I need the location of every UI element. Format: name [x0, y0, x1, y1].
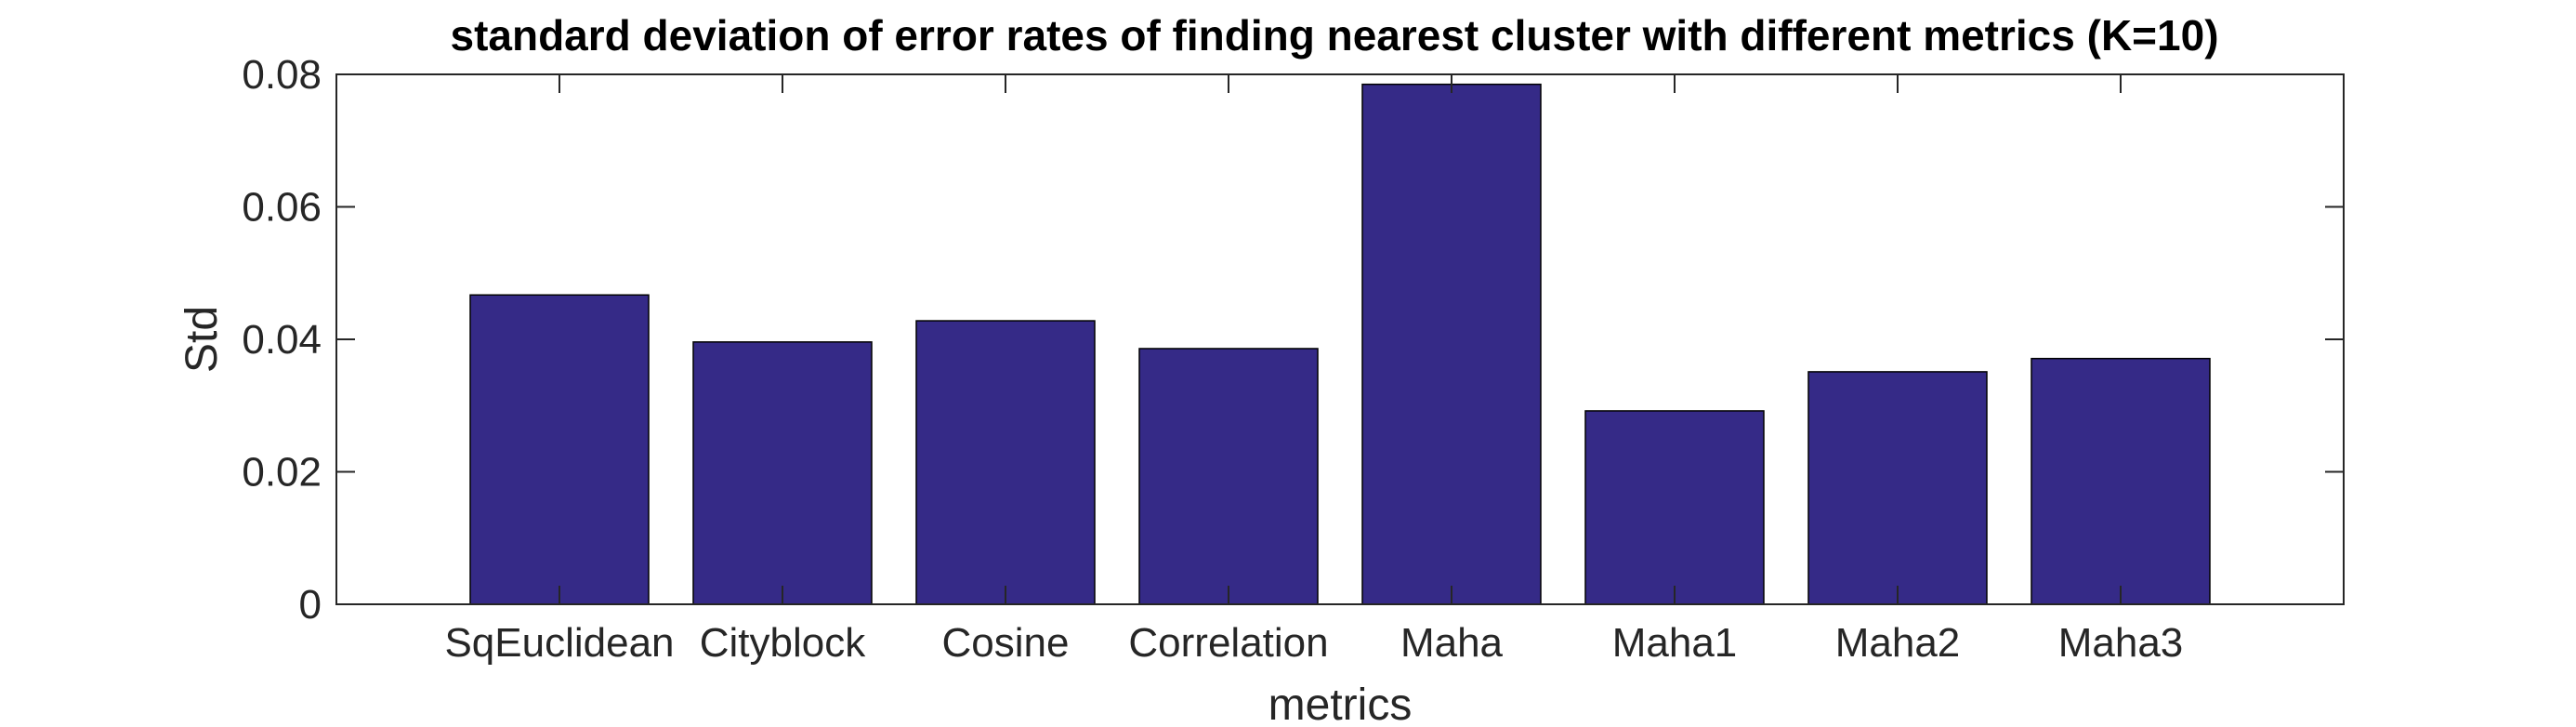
x-tick-label-maha: Maha: [1400, 620, 1504, 666]
bar-correlation: [1138, 348, 1319, 605]
bar-maha1: [1584, 410, 1765, 605]
x-tick-label-cityblock: Cityblock: [700, 620, 866, 666]
x-axis-label: metrics: [1268, 681, 1413, 727]
x-tick-label-maha2: Maha2: [1835, 620, 1961, 666]
y-tick-label-2: 0.04: [242, 317, 322, 363]
ticks-layer: [336, 73, 2344, 605]
y-tick-label-3: 0.06: [242, 185, 322, 231]
bars-layer: [469, 83, 2211, 605]
y-tick-label-0: 0: [299, 582, 322, 628]
bar-sqeuclidean: [469, 294, 650, 605]
y-axis-label: Std: [177, 306, 227, 373]
x-tick-label-maha1: Maha1: [1612, 620, 1738, 666]
x-tick-label-sqeuclidean: SqEuclidean: [444, 620, 674, 666]
x-tick-label-cosine: Cosine: [942, 620, 1070, 666]
x-tick-label-correlation: Correlation: [1128, 620, 1328, 666]
bar-maha3: [2031, 357, 2211, 605]
bar-maha: [1361, 83, 1542, 605]
y-tick-labels: 0 0.02 0.04 0.06 0.08: [242, 52, 322, 628]
bar-cityblock: [692, 341, 873, 605]
bar-cosine: [915, 320, 1096, 605]
y-tick-label-1: 0.02: [242, 450, 322, 496]
bar-maha2: [1807, 371, 1988, 605]
chart-title: standard deviation of error rates of fin…: [450, 11, 2218, 59]
x-tick-label-maha3: Maha3: [2058, 620, 2184, 666]
y-tick-label-4: 0.08: [242, 52, 322, 98]
x-tick-labels: SqEuclidean Cityblock Cosine Correlation Mah…: [444, 620, 2183, 666]
